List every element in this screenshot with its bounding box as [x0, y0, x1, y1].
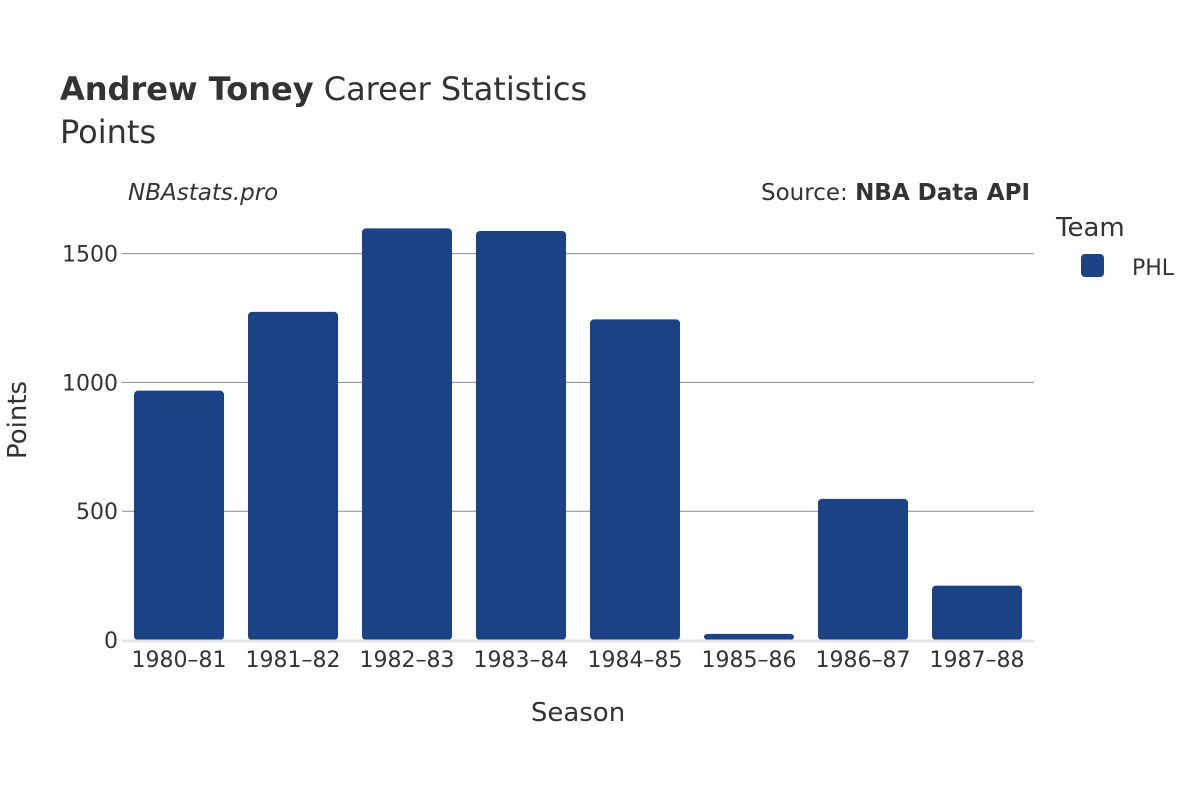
bar[interactable] — [589, 319, 681, 640]
x-axis-label: Season — [531, 698, 625, 728]
x-tick-label: 1986–87 — [816, 648, 911, 673]
x-tick-label: 1982–83 — [360, 648, 455, 673]
source-name: NBA Data API — [855, 180, 1030, 206]
chart-title-bold: Andrew Toney — [60, 70, 314, 108]
legend: Team PHL — [1055, 213, 1175, 281]
x-tick-label: 1985–86 — [702, 648, 797, 673]
source-prefix: Source: — [761, 180, 855, 206]
y-tick-label: 0 — [104, 629, 118, 654]
bars — [133, 228, 1023, 641]
x-tick-labels: 1980–81 1981–82 1982–83 1983–84 1984–85 1985–… — [132, 648, 1025, 673]
bar[interactable] — [931, 585, 1023, 640]
y-tick-label: 500 — [76, 500, 118, 525]
legend-swatch-phl[interactable] — [1081, 254, 1104, 277]
source-credit: Source: NBA Data API — [761, 180, 1030, 206]
x-tick-label: 1987–88 — [930, 648, 1025, 673]
y-tick-labels: 0 500 1000 1500 — [62, 243, 118, 654]
watermark: NBAstats.pro — [128, 180, 278, 206]
y-tick-label: 1000 — [62, 371, 118, 396]
bar[interactable] — [361, 228, 453, 641]
x-tick-label: 1981–82 — [246, 648, 341, 673]
chart-subtitle: Points — [60, 113, 156, 151]
chart-title-rest: Career Statistics — [314, 70, 588, 108]
y-axis-label: Points — [3, 381, 33, 459]
bar[interactable] — [703, 633, 795, 640]
bar[interactable] — [247, 311, 339, 640]
bar[interactable] — [133, 390, 225, 640]
bar[interactable] — [475, 230, 567, 640]
y-tick-label: 1500 — [62, 243, 118, 268]
legend-title: Team — [1055, 213, 1125, 243]
legend-label-phl[interactable]: PHL — [1132, 256, 1175, 281]
x-tick-label: 1983–84 — [474, 648, 569, 673]
bar[interactable] — [817, 498, 909, 640]
x-tick-label: 1984–85 — [588, 648, 683, 673]
x-tick-label: 1980–81 — [132, 648, 227, 673]
chart-title: Andrew Toney Career Statistics — [60, 70, 587, 108]
